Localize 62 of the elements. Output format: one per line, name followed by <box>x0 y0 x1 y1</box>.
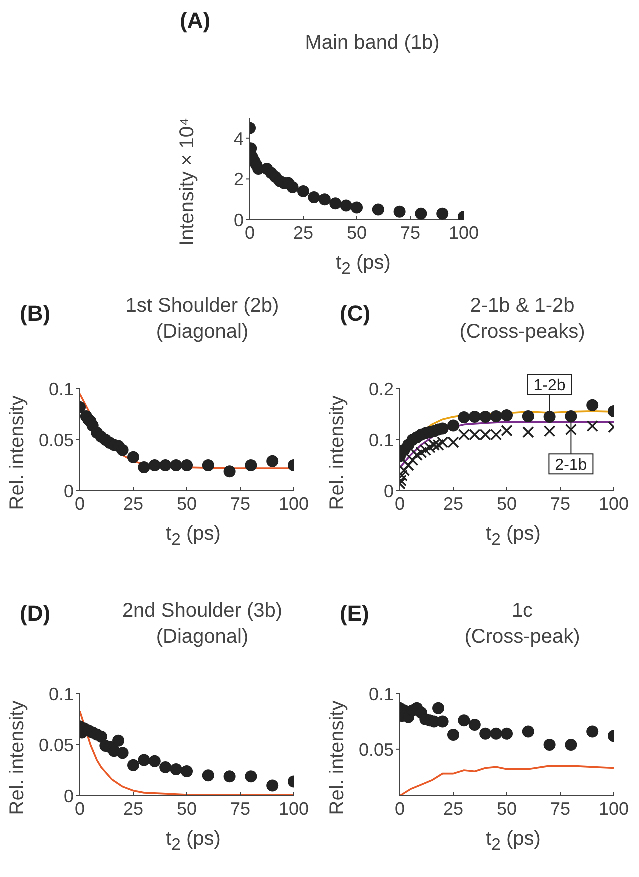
chart-title: Main band (1b) <box>304 31 441 56</box>
y-tick-label: 0 <box>234 210 244 230</box>
x-tick-label: 50 <box>176 494 198 514</box>
x-tick-label: 75 <box>550 798 571 819</box>
y-tick-label: 0 <box>384 481 394 502</box>
chart-subtitle: (Diagonal) <box>155 320 250 345</box>
annotation: 1-2b <box>534 378 566 395</box>
y-axis-title: Rel. intensity <box>326 396 350 510</box>
y-tick-label: 0.1 <box>368 430 394 450</box>
x-tick-label: 75 <box>230 798 251 819</box>
y-tick-label: 0.05 <box>38 735 74 756</box>
y-tick-label: 0.05 <box>38 430 74 450</box>
text: (B) <box>20 301 51 327</box>
x-tick-label: 50 <box>496 494 518 514</box>
y-tick-label: 2 <box>234 170 244 190</box>
chart-subtitle: (Cross-peak) <box>464 625 582 650</box>
x-axis-title: t$_{2}$ (ps) <box>165 828 222 855</box>
chart-subtitle: (Diagonal) <box>155 625 250 650</box>
callout-box: 1-2b <box>527 374 572 418</box>
y-tick-label: 0.1 <box>368 684 394 704</box>
callout-box: 2-1b <box>548 422 594 475</box>
y-tick-label: 4 <box>234 128 244 149</box>
x-tick-label: 75 <box>230 494 251 514</box>
y-tick-label: 0.1 <box>48 379 74 400</box>
y-axis-title: Intensity × 10⁴ <box>176 118 200 246</box>
chart-title: 1c <box>510 599 534 624</box>
x-axis-title: t$_{2}$ (ps) <box>485 828 542 855</box>
x-tick-label: 75 <box>400 222 421 243</box>
chart-title: 1st Shoulder (2b) <box>124 294 280 319</box>
x-axis-title: t$_{2}$ (ps) <box>335 252 392 279</box>
x-tick-label: 75 <box>550 494 571 514</box>
x-tick-label: 50 <box>496 798 518 819</box>
x-tick-label: 100 <box>598 798 630 819</box>
y-tick-label: 0 <box>64 786 74 806</box>
x-tick-label: 50 <box>346 222 368 243</box>
text: (A) <box>180 8 211 34</box>
y-tick-label: 0.2 <box>368 379 394 400</box>
x-axis-title: t$_{2}$ (ps) <box>485 523 542 550</box>
y-tick-label: 0.05 <box>358 740 394 760</box>
x-tick-label: 50 <box>176 798 198 819</box>
y-tick-label: 0.1 <box>48 684 74 704</box>
y-axis-title: Rel. intensity <box>326 700 350 816</box>
x-tick-label: 100 <box>598 494 630 514</box>
x-tick-label: 25 <box>123 494 144 514</box>
text: (E) <box>340 601 370 627</box>
x-tick-label: 25 <box>293 222 314 243</box>
annotation: 2-1b <box>555 457 588 474</box>
x-tick-label: 100 <box>448 222 480 243</box>
chart-subtitle: (Cross-peaks) <box>458 320 586 345</box>
chart-title: 2-1b & 1-2b <box>469 294 576 319</box>
y-tick-label: 0 <box>64 481 74 502</box>
y-axis-title: Rel. intensity <box>6 396 30 510</box>
x-tick-label: 100 <box>278 494 310 514</box>
x-tick-label: 100 <box>278 798 310 819</box>
x-tick-label: 25 <box>443 798 464 819</box>
y-axis-title: Rel. intensity <box>6 700 30 816</box>
text: (C) <box>340 301 371 327</box>
text: (D) <box>20 601 51 627</box>
chart-title: 2nd Shoulder (3b) <box>121 599 284 624</box>
x-tick-label: 25 <box>123 798 144 819</box>
x-tick-label: 25 <box>443 494 464 514</box>
x-axis-title: t$_{2}$ (ps) <box>165 523 222 550</box>
